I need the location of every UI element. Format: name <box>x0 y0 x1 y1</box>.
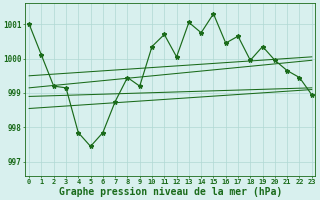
X-axis label: Graphe pression niveau de la mer (hPa): Graphe pression niveau de la mer (hPa) <box>59 186 282 197</box>
